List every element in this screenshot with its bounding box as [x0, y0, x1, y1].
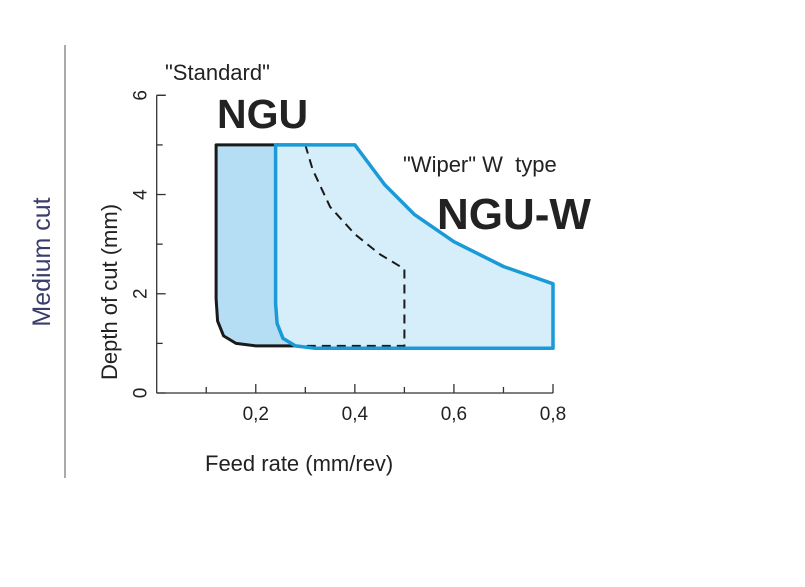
x-tick-label: 0,8: [540, 404, 566, 425]
x-tick-label: 0,2: [243, 404, 269, 425]
ngu-dashed-outline: [295, 144, 406, 347]
x-tick-label: 0,4: [342, 404, 369, 425]
y-tick-label: 2: [131, 288, 152, 299]
ngu-w-outline: [273, 143, 555, 351]
ngu-outline: [214, 143, 306, 348]
side-label: Medium cut: [28, 197, 56, 326]
ngu-w-label: NGU-W: [437, 190, 591, 239]
y-axis-label: Depth of cut (mm): [97, 204, 122, 380]
y-tick-label: 0: [131, 388, 152, 399]
x-tick-label: 0,6: [441, 404, 467, 425]
y-tick-label: 6: [131, 90, 152, 101]
ngu-w-area: [275, 144, 553, 349]
ngu-label: NGU: [217, 91, 308, 137]
x-axis-label: Feed rate (mm/rev): [205, 451, 393, 476]
ngu-w-caption: "Wiper" W type: [403, 152, 557, 177]
ngu-caption: "Standard": [165, 60, 270, 85]
y-tick-label: 4: [131, 189, 152, 200]
